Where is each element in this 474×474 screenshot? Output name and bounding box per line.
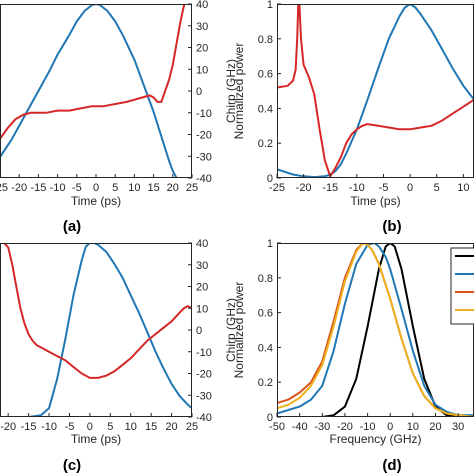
xtick-label-c: -15 [21, 421, 37, 433]
xtick-label-c: -10 [41, 421, 57, 433]
legend-box [450, 247, 474, 325]
xtick-label-d: -40 [292, 421, 308, 433]
series-line-a-0 [0, 4, 192, 178]
y2tick-label-c: 20 [196, 282, 208, 294]
xtick-label-b: -10 [349, 182, 365, 194]
plot-frame-a [0, 4, 192, 178]
y2tick-label-c: 30 [196, 260, 208, 272]
y2tick-label-c: 0 [196, 325, 202, 337]
ytick-label-b: 0.2 [258, 138, 273, 150]
xtick-label-c: 5 [107, 421, 113, 433]
y-axis-label-b: Normalized power [232, 43, 246, 140]
xtick-label-a: 0 [93, 182, 99, 194]
xtick-label-a: 5 [112, 182, 118, 194]
xtick-label-c: 20 [165, 421, 177, 433]
xtick-label-d: -10 [360, 421, 376, 433]
xtick-label-b: -25 [269, 182, 285, 194]
xtick-label-d: -20 [337, 421, 353, 433]
xtick-label-a: -5 [72, 182, 82, 194]
y2tick-label-c: 40 [196, 238, 208, 250]
panel-label-b: (b) [382, 218, 401, 235]
y2tick-label-a: 10 [196, 64, 208, 76]
xtick-label-b: 10 [457, 182, 469, 194]
panel-label-d: (d) [382, 457, 401, 474]
ytick-label-d: 1 [267, 238, 273, 250]
xtick-label-a: -20 [11, 182, 27, 194]
series-line-b-1 [277, 4, 474, 178]
xtick-label-a: -25 [0, 182, 8, 194]
series-line-c-0 [0, 243, 192, 417]
ytick-label-b: 0 [267, 173, 273, 185]
xtick-label-d: -30 [314, 421, 330, 433]
y2tick-label-c: -10 [196, 347, 212, 359]
panel-d: -50 -40 -30 -20 -10 0 10 20 30 0 0.2 0.4 0.6 0.8 1 Freq… [232, 238, 474, 474]
y2tick-label-c: 10 [196, 303, 208, 315]
ytick-label-b: 0.6 [258, 69, 273, 81]
plot-frame-c [0, 243, 192, 417]
panel-c: -20 -15 -10 -5 0 5 10 15 20 25-40 -30 -20 -10 0 10 20 30… [0, 238, 238, 474]
xtick-label-d: 20 [429, 421, 441, 433]
ytick-label-d: 0.6 [258, 308, 273, 320]
series-line-c-1 [0, 243, 192, 379]
xtick-label-b: -20 [296, 182, 312, 194]
ytick-label-d: 0.2 [258, 377, 273, 389]
y2tick-label-a: -40 [196, 173, 212, 185]
y2tick-label-a: 0 [196, 86, 202, 98]
xtick-label-c: -5 [65, 421, 75, 433]
xtick-label-b: -5 [379, 182, 389, 194]
y2tick-label-a: -30 [196, 151, 212, 163]
x-axis-label-a: Time (ps) [71, 194, 121, 208]
panel-a: -25-20-15-10-50510152025-40-30-20-100102… [0, 0, 238, 235]
y2tick-label-a: 40 [196, 0, 208, 11]
xtick-label-b: 5 [434, 182, 440, 194]
xtick-label-d: 30 [452, 421, 464, 433]
ytick-label-d: 0 [267, 412, 273, 424]
ytick-label-d: 0.8 [258, 273, 273, 285]
plot-frame-b [277, 4, 474, 178]
panel-label-c: (c) [63, 457, 81, 474]
y2tick-label-a: -10 [196, 108, 212, 120]
x-axis-label-b: Time (ps) [350, 194, 400, 208]
y2tick-label-a: 20 [196, 43, 208, 55]
x-axis-label-d: Frequency (GHz) [329, 432, 421, 446]
series-line-b-0 [277, 4, 474, 178]
xtick-label-b: 0 [407, 182, 413, 194]
y2tick-label-c: -40 [196, 412, 212, 424]
panel-label-a: (a) [63, 218, 81, 235]
xtick-label-a: 15 [147, 182, 159, 194]
xtick-label-a: 25 [186, 182, 198, 194]
series-line-d-3 [277, 243, 474, 417]
y2tick-label-a: 30 [196, 21, 208, 33]
x-axis-label-c: Time (ps) [71, 432, 121, 446]
xtick-label-c: 25 [186, 421, 198, 433]
y2tick-label-a: -20 [196, 130, 212, 142]
xtick-label-a: -10 [50, 182, 66, 194]
xtick-label-c: 10 [125, 421, 137, 433]
xtick-label-d: 0 [387, 421, 393, 433]
y2tick-label-c: -20 [196, 369, 212, 381]
panel-b: -25 -20 -15 -10 -5 0 5 10 0 0.2 0.4 0.6 0.8 1 Time (ps… [232, 0, 474, 235]
ytick-label-b: 0.8 [258, 34, 273, 46]
ytick-label-d: 0.4 [258, 342, 273, 354]
y2-axis-label-a: Chirp (GHz) [224, 59, 238, 123]
xtick-label-c: 15 [145, 421, 157, 433]
y2-axis-label-c: Chirp (GHz) [224, 298, 238, 362]
y-axis-label-d: Normalized power [232, 282, 246, 379]
xtick-label-d: 10 [407, 421, 419, 433]
xtick-label-c: 0 [87, 421, 93, 433]
xtick-label-c: -20 [0, 421, 16, 433]
xtick-label-a: -15 [30, 182, 46, 194]
xtick-label-b: -15 [322, 182, 338, 194]
series-line-a-1 [0, 4, 192, 140]
xtick-label-a: 10 [128, 182, 140, 194]
ytick-label-b: 1 [267, 0, 273, 11]
y2tick-label-c: -30 [196, 390, 212, 402]
series-line-d-1 [277, 243, 474, 417]
xtick-label-a: 20 [167, 182, 179, 194]
xtick-label-d: -50 [269, 421, 285, 433]
ytick-label-b: 0.4 [258, 103, 273, 115]
